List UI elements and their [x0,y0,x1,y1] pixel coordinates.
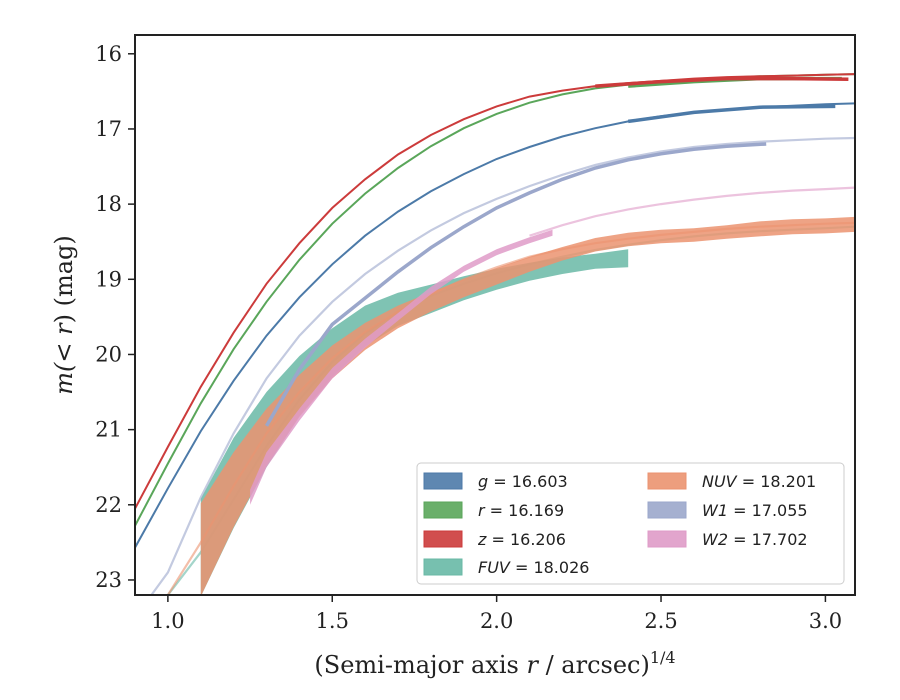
y-tick-label: 21 [95,418,122,442]
model-curve-z [135,73,855,510]
series-layer [135,73,855,595]
x-tick-label: 1.5 [316,609,349,633]
legend-swatch [423,558,463,576]
y-tick-label: 23 [95,568,122,592]
y-axis: 16 17 18 19 20 21 22 23 [95,42,135,592]
legend-swatch [647,472,687,490]
x-tick-label: 2.5 [644,609,677,633]
legend-item-z: z = 16.206 [423,530,566,549]
legend-items: g = 16.603 r = 16.169 z = 16.206 FUV = 18.0… [423,472,816,577]
legend-item-fuv: FUV = 18.026 [423,558,589,577]
series-w2 [250,186,855,505]
y-tick-label: 16 [95,42,122,66]
legend: g = 16.603 r = 16.169 z = 16.206 FUV = 18.0… [416,462,845,585]
legend-swatch [423,501,463,519]
model-curve-w1 [150,136,855,595]
legend-item-g: g = 16.603 [423,472,568,491]
y-tick-label: 17 [95,117,122,141]
x-axis-label: (Semi-major axis r / arcsec)1/4 [314,648,675,679]
y-tick-label: 20 [95,342,122,366]
legend-box [416,462,845,585]
legend-label: z = 16.206 [477,530,566,549]
model-curve-w2 [529,186,855,237]
legend-swatch [423,530,463,548]
y-axis-label: m(< r) (mag) [50,235,78,395]
series-nuv [166,216,855,595]
data-band-g [627,104,836,124]
x-tick-label: 1.0 [151,609,184,633]
x-tick-label: 2.0 [480,609,513,633]
legend-label: W1 = 17.055 [702,501,808,520]
legend-label: g = 16.603 [478,472,568,491]
legend-label: FUV = 18.026 [478,558,589,577]
y-tick-label: 18 [95,192,122,216]
legend-swatch [647,530,687,548]
series-g [135,102,855,549]
x-tick-label: 3.0 [809,609,842,633]
legend-swatch [423,472,463,490]
series-z [135,73,855,510]
series-w1 [150,136,855,595]
y-tick-label: 22 [95,493,122,517]
data-band-z [595,76,849,88]
legend-item-r: r = 16.169 [423,501,564,520]
data-band-w1 [264,142,767,427]
legend-item-w1: W1 = 17.055 [647,501,808,520]
legend-item-nuv: NUV = 18.201 [647,472,816,491]
legend-item-w2: W2 = 17.702 [647,530,808,549]
plot-frame [134,34,856,596]
legend-swatch [647,501,687,519]
legend-label: r = 16.169 [478,501,564,520]
legend-label: W2 = 17.702 [702,530,808,549]
y-tick-label: 19 [95,267,122,291]
legend-label: NUV = 18.201 [702,472,816,491]
x-axis: 1.0 1.5 2.0 2.5 3.0 [151,595,842,633]
